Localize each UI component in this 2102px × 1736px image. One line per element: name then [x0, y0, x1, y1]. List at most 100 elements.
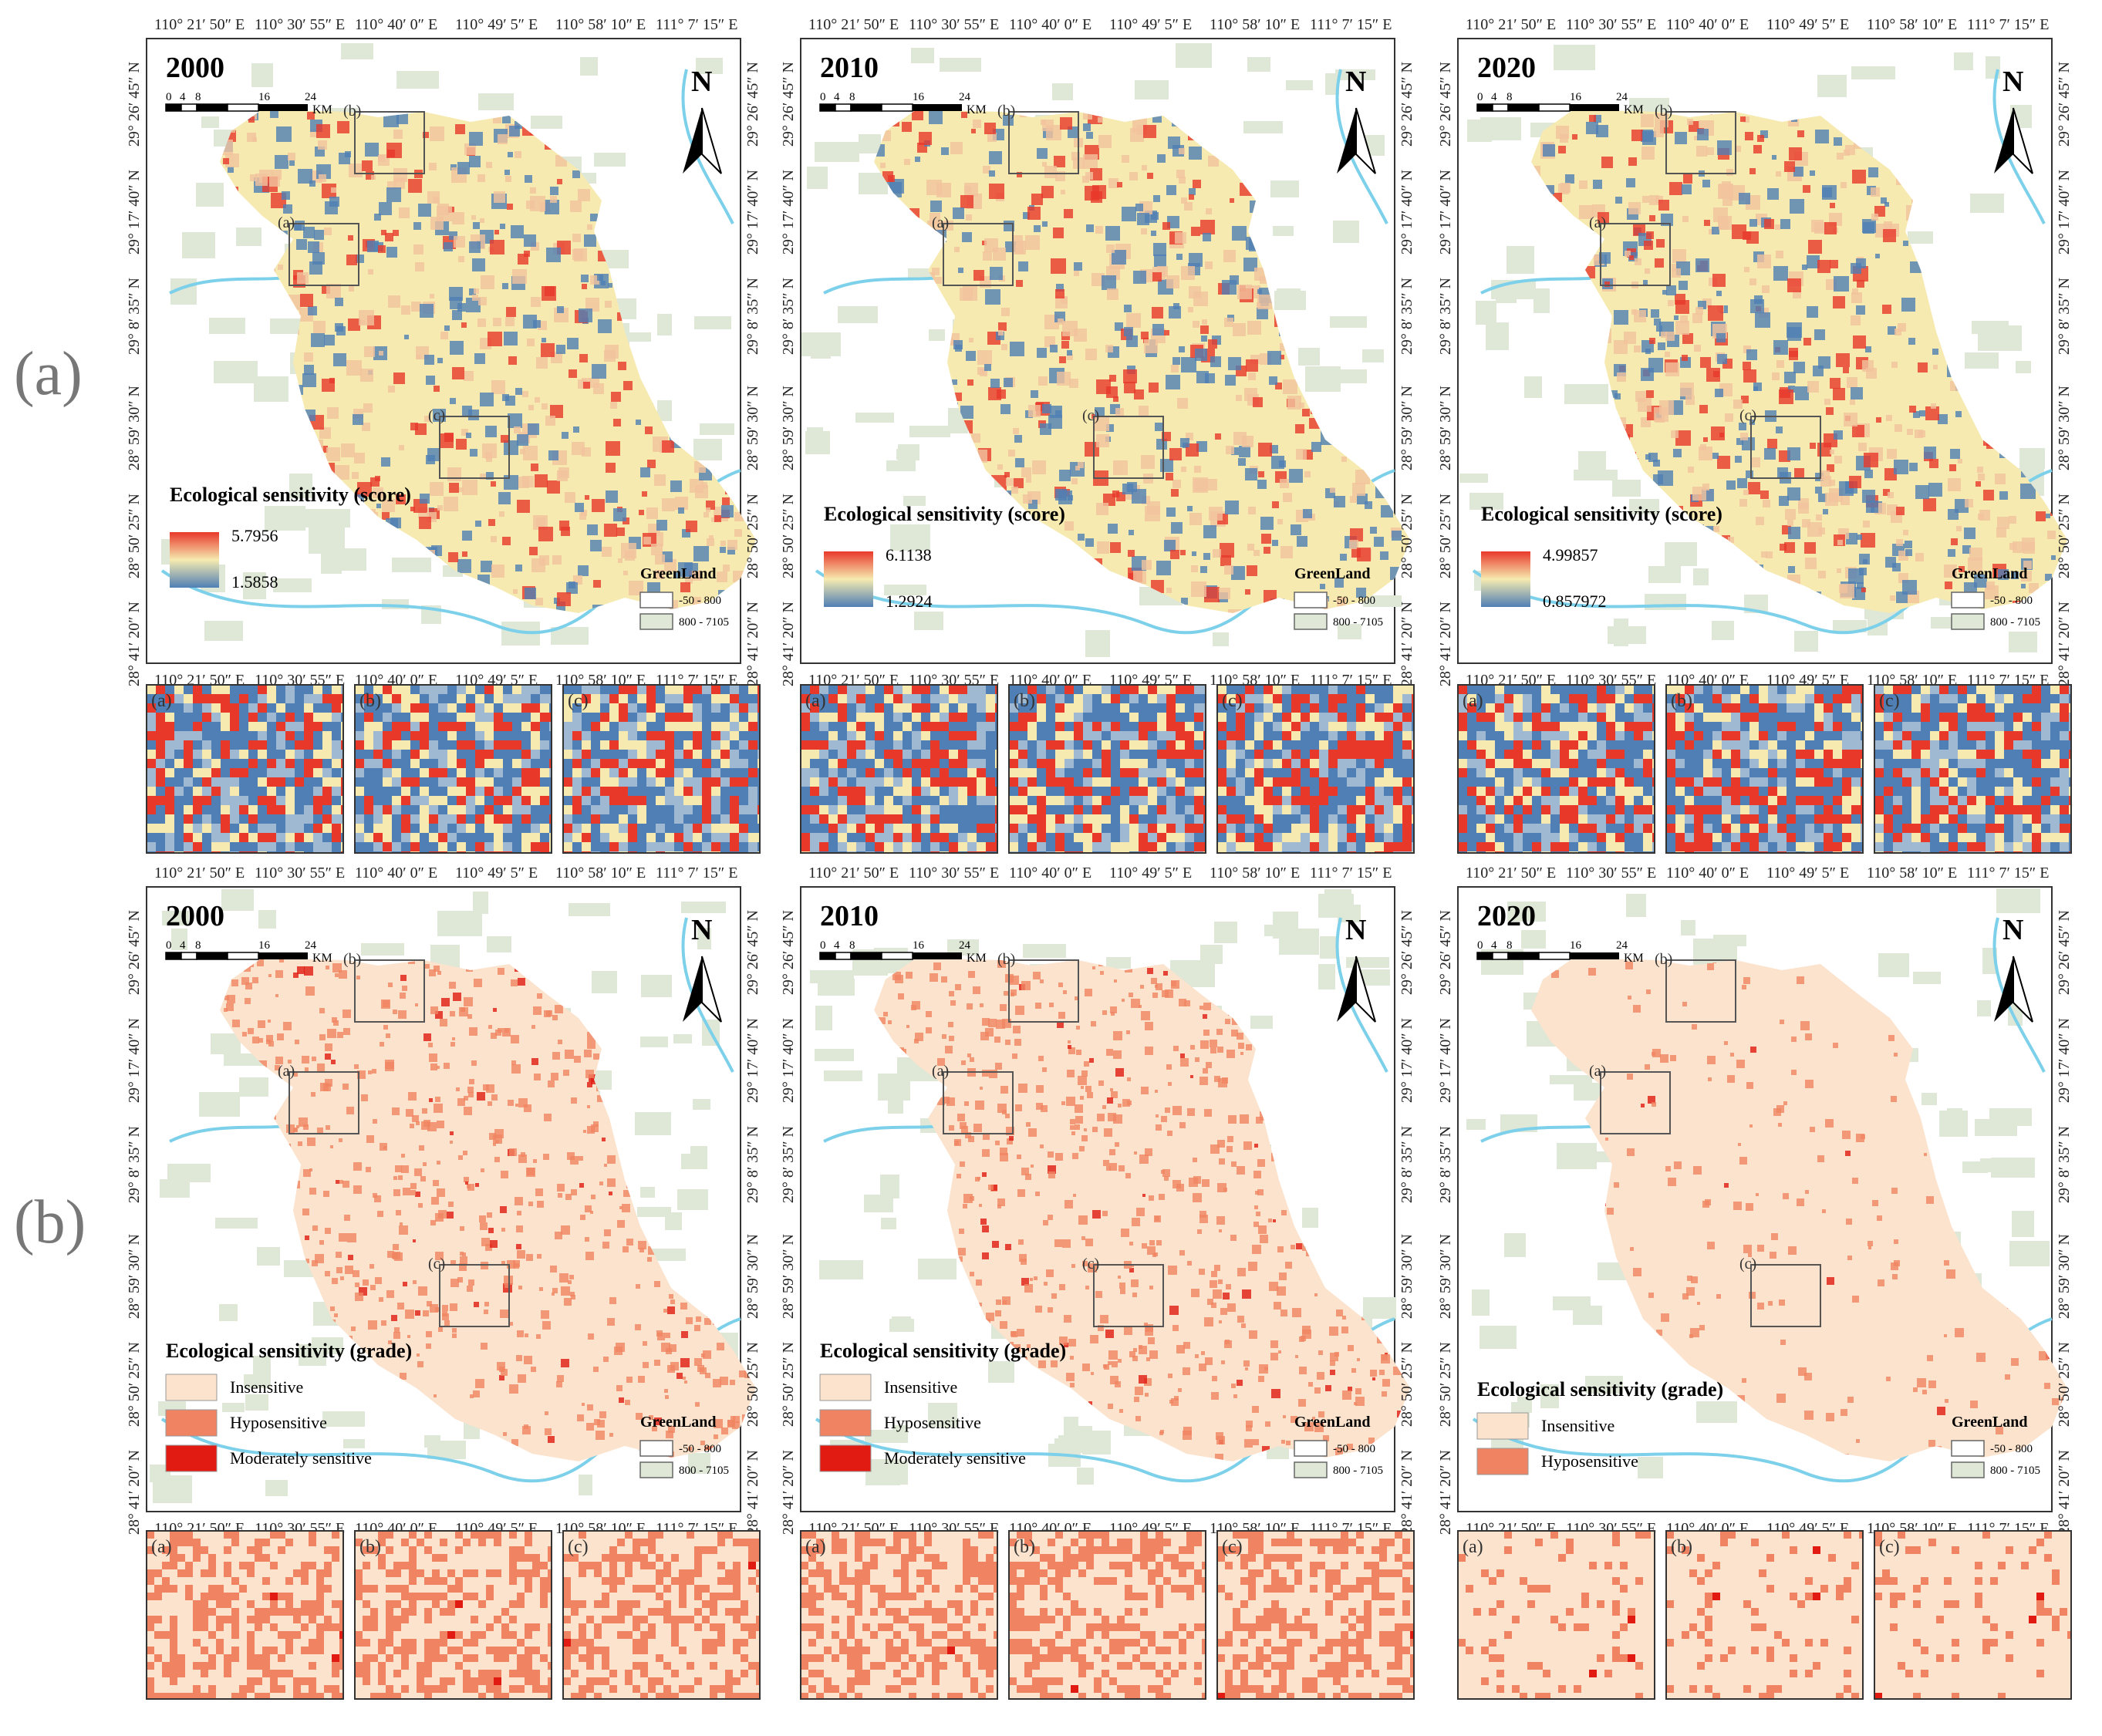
- greenland-patch: [896, 449, 914, 460]
- scale-tick: 8: [849, 91, 855, 103]
- sensitivity-cell: [605, 301, 612, 308]
- sensitivity-cell: [1789, 348, 1798, 357]
- sensitivity-cell: [1868, 167, 1878, 177]
- sensitivity-cell: [488, 1228, 494, 1233]
- sensitivity-cell: [1565, 174, 1574, 184]
- sensitivity-cell: [1853, 335, 1866, 349]
- sensitivity-cell: [481, 1343, 488, 1350]
- sensitivity-cell: [1735, 456, 1742, 463]
- sensitivity-cell: [1228, 357, 1241, 370]
- sensitivity-cell: [996, 332, 1004, 340]
- sensitivity-cell: [1123, 369, 1137, 383]
- greenland-patch: [1277, 288, 1301, 298]
- sensitivity-cell: [462, 531, 472, 541]
- sensitivity-cell: [706, 507, 710, 512]
- sensitivity-cell: [1200, 220, 1215, 234]
- sensitivity-cell: [979, 1204, 982, 1207]
- sensitivity-cell: [1243, 258, 1257, 271]
- sensitivity-cell: [429, 1053, 437, 1062]
- sensitivity-cell: [404, 335, 409, 339]
- sensitivity-cell: [1298, 1399, 1306, 1407]
- sensitivity-cell: [1767, 439, 1777, 449]
- sensitivity-cell: [1036, 1103, 1043, 1110]
- lon-tick-top: 110° 49′ 5″ E: [455, 865, 538, 881]
- sensitivity-cell: [1253, 397, 1263, 407]
- sensitivity-cell: [417, 1361, 423, 1367]
- sensitivity-cell: [1108, 1113, 1116, 1121]
- sensitivity-cell: [701, 1353, 705, 1357]
- sensitivity-cell: [483, 1084, 489, 1090]
- scale-tick: 16: [913, 91, 925, 103]
- sensitivity-cell: [1161, 1170, 1165, 1174]
- greenland-label: -50 - 800: [1990, 595, 2033, 607]
- sensitivity-cell: [393, 230, 399, 236]
- greenland-patch: [1665, 542, 1697, 566]
- sensitivity-cell: [998, 330, 1004, 335]
- sensitivity-cell: [330, 1306, 335, 1311]
- sensitivity-cell: [456, 1087, 460, 1091]
- sensitivity-cell: [1915, 485, 1929, 499]
- sensitivity-cell: [390, 517, 401, 528]
- lon-tick-top: 110° 30′ 55″ E: [255, 865, 345, 881]
- sensitivity-cell: [1179, 346, 1185, 352]
- sensitivity-cell: [997, 389, 1006, 399]
- sensitivity-cell: [1299, 1367, 1307, 1374]
- sensitivity-cell: [1840, 584, 1854, 598]
- sensitivity-cell: [537, 993, 542, 999]
- sensitivity-cell: [405, 1310, 414, 1319]
- sensitivity-cell: [1062, 1239, 1071, 1248]
- sensitivity-cell: [586, 1423, 594, 1431]
- greenland-patch: [1712, 621, 1734, 640]
- sensitivity-cell: [1933, 365, 1938, 369]
- sensitivity-cell: [266, 1035, 273, 1042]
- sensitivity-cell: [430, 217, 444, 230]
- north-arrow: N: [683, 66, 722, 174]
- sensitivity-cell: [1357, 548, 1371, 561]
- study-area-fill: [220, 110, 756, 613]
- sensitivity-cell: [1037, 148, 1048, 159]
- sensitivity-cell: [904, 159, 910, 165]
- sensitivity-cell: [1181, 266, 1195, 280]
- sensitivity-cell: [1085, 1239, 1093, 1246]
- sensitivity-cell: [335, 298, 343, 306]
- sensitivity-cell: [957, 1174, 961, 1178]
- lat-tick-left: 28° 41′ 20″ N: [1437, 602, 1454, 686]
- sensitivity-cell: [1712, 274, 1726, 287]
- sensitivity-cell: [953, 207, 964, 219]
- sensitivity-cell: [883, 1012, 888, 1016]
- sensitivity-cell: [2045, 574, 2052, 581]
- sensitivity-cell: [393, 372, 405, 384]
- sensitivity-cell: [559, 1273, 569, 1283]
- sensitivity-cell: [670, 480, 682, 492]
- sensitivity-cell: [498, 492, 511, 504]
- sensitivity-cell: [326, 1125, 330, 1130]
- sensitivity-cell: [1655, 258, 1664, 268]
- sensitivity-cell: [450, 1042, 455, 1047]
- sensitivity-cell: [342, 1010, 351, 1018]
- sensitivity-cell: [1216, 1436, 1225, 1444]
- sensitivity-cell: [370, 477, 380, 487]
- greenland-patch: [182, 232, 215, 258]
- greenland-patch: [204, 621, 243, 641]
- sensitivity-cell: [1141, 228, 1147, 234]
- scale-tick: 8: [1506, 91, 1513, 103]
- sensitivity-cell: [733, 1416, 740, 1423]
- sensitivity-cell: [1193, 1158, 1197, 1162]
- sensitivity-cell: [469, 241, 481, 253]
- sensitivity-cell: [1181, 357, 1196, 372]
- sensitivity-cell: [1400, 1222, 1409, 1231]
- sensitivity-cell: [337, 121, 349, 133]
- sensitivity-cell: [1226, 446, 1234, 454]
- sensitivity-cell: [531, 1025, 535, 1029]
- lon-tick-top: 110° 58′ 10″ E: [555, 16, 646, 33]
- sensitivity-cell: [643, 1362, 649, 1368]
- sensitivity-cell: [379, 202, 392, 215]
- sensitivity-cell: [585, 495, 589, 500]
- sensitivity-cell: [1014, 435, 1022, 443]
- sensitivity-cell: [524, 1356, 532, 1364]
- sensitivity-cell: [656, 520, 667, 531]
- sensitivity-cell: [621, 543, 636, 558]
